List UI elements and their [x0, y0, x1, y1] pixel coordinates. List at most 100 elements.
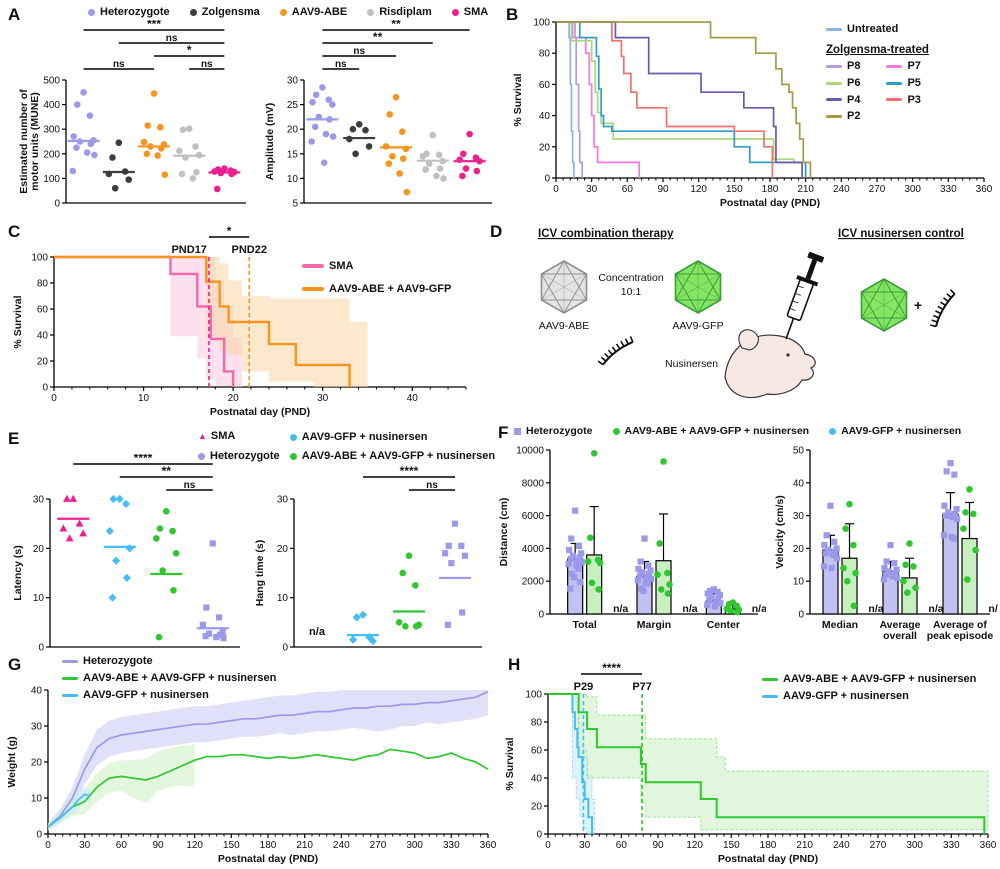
- svg-text:Postnatal day (PND): Postnatal day (PND): [720, 197, 820, 209]
- svg-text:% Survival: % Survival: [12, 295, 24, 348]
- legend-item: AAV9-GFP + nusinersen: [829, 424, 961, 438]
- line-marker-icon: [826, 27, 842, 31]
- svg-text:ns: ns: [353, 46, 365, 57]
- svg-text:n/a: n/a: [868, 603, 883, 615]
- zolgensma-survival-chart: 0 20 40 60 80 100 0 30 60 90 120 150 180 210 240 270 300…: [512, 18, 993, 210]
- svg-text:240: 240: [833, 840, 850, 851]
- svg-text:Nusinersen: Nusinersen: [665, 358, 718, 370]
- legend-label: SMA: [210, 430, 236, 442]
- svg-text:50: 50: [793, 446, 805, 457]
- dot-marker-icon: [612, 427, 620, 435]
- svg-text:0: 0: [536, 830, 542, 841]
- svg-text:**: **: [373, 30, 383, 44]
- thickline-marker-icon: [302, 264, 324, 269]
- svg-text:0: 0: [553, 184, 559, 195]
- svg-text:20: 20: [33, 544, 45, 555]
- square-marker-icon: [514, 427, 521, 435]
- line-marker-icon: [62, 676, 78, 680]
- panel-e: E ▲ SMA AAV9-GFP + nusinersen Heterozygote A…: [2, 418, 495, 654]
- svg-text:Hang time (s): Hang time (s): [254, 540, 266, 607]
- panel-h-legend: AAV9-ABE + AAV9-GFP + nusinersen AAV9-GFP…: [762, 672, 976, 704]
- legend-item: AAV9-GFP + nusinersen: [289, 430, 495, 445]
- svg-text:150: 150: [726, 184, 743, 195]
- legend-label: Risdiplam: [379, 6, 432, 18]
- legend-item: P7: [886, 59, 921, 74]
- legend-item: P2: [826, 109, 860, 124]
- svg-text:40: 40: [539, 111, 551, 122]
- svg-text:ns: ns: [201, 59, 213, 70]
- legend-item: AAV9-ABE + AAV9-GFP: [302, 282, 451, 297]
- svg-text:Weight (g): Weight (g): [6, 736, 18, 787]
- svg-text:Amplitude (mV): Amplitude (mV): [264, 103, 276, 181]
- svg-text:10000: 10000: [516, 446, 544, 457]
- svg-text:ICV nusinersen control: ICV nusinersen control: [838, 228, 964, 240]
- svg-text:180: 180: [762, 184, 779, 195]
- svg-text:270: 270: [370, 840, 387, 851]
- svg-text:30: 30: [31, 722, 43, 733]
- svg-text:n/a: n/a: [928, 603, 943, 615]
- legend-label: Heterozygote: [210, 449, 280, 462]
- line-marker-icon: [62, 693, 78, 697]
- svg-text:360: 360: [976, 184, 993, 195]
- legend-item: AAV9-ABE + AAV9-GFP + nusinersen: [762, 672, 976, 687]
- svg-text:30: 30: [287, 76, 299, 87]
- svg-text:400: 400: [43, 100, 60, 111]
- zolgensma-treated-header: Zolgensma-treated: [826, 43, 929, 56]
- panel-e-letter: E: [8, 429, 20, 448]
- legend-item: AAV9-GFP + nusinersen: [62, 688, 209, 703]
- svg-text:10: 10: [33, 593, 45, 604]
- legend-item: P3: [886, 93, 921, 108]
- svg-text:210: 210: [796, 840, 813, 851]
- legend-item: P8: [826, 59, 860, 74]
- abe-gfp-survival-chart: 0 20 40 60 80 100 0 10 20 30 40 Postnatal day (PND)…: [12, 224, 467, 418]
- svg-text:20: 20: [31, 758, 43, 769]
- svg-text:n/a: n/a: [309, 626, 326, 638]
- weight-line-chart: 0 10 20 30 40 0 30 60 90 120 150 180 210 240 270 300 330…: [6, 686, 497, 866]
- svg-text:Median: Median: [822, 619, 858, 631]
- legend-item: P6: [826, 76, 860, 91]
- legend-label: P7: [907, 59, 921, 72]
- svg-text:Velocity (cm/s): Velocity (cm/s): [774, 495, 786, 569]
- dot-marker-icon: [367, 8, 375, 16]
- svg-text:300: 300: [406, 840, 423, 851]
- svg-text:P29: P29: [574, 681, 594, 693]
- svg-text:30: 30: [277, 495, 289, 506]
- svg-text:10:1: 10:1: [621, 286, 642, 298]
- legend-item: Heterozygote: [88, 5, 170, 20]
- svg-text:330: 330: [940, 184, 957, 195]
- svg-text:****: ****: [134, 454, 153, 465]
- svg-text:30: 30: [33, 495, 45, 506]
- legend-label: AAV9-GFP + nusinersen: [83, 688, 209, 701]
- panel-f-legend: Heterozygote AAV9-ABE + AAV9-GFP + nusine…: [514, 424, 961, 438]
- svg-text:AAV9-GFP: AAV9-GFP: [672, 320, 723, 332]
- svg-text:n/a: n/a: [682, 603, 697, 615]
- legend-label: Heterozygote: [83, 655, 153, 667]
- svg-text:100: 100: [31, 253, 48, 264]
- untreated-legend: Untreated: [826, 22, 929, 37]
- line-marker-icon: [762, 677, 778, 681]
- dot-marker-icon: [289, 433, 297, 441]
- svg-text:20: 20: [287, 125, 299, 136]
- legend-label: SMA: [463, 6, 489, 18]
- panel-d: D ICV combination therapy ICV nusinersen …: [480, 215, 1000, 418]
- legend-label: AAV9-ABE: [291, 6, 348, 18]
- svg-text:% Survival: % Survival: [512, 73, 524, 126]
- legend-label: P5: [907, 76, 921, 89]
- legend-item: Untreated: [826, 22, 898, 37]
- svg-text:0: 0: [51, 393, 57, 404]
- svg-text:ns: ns: [335, 59, 347, 70]
- svg-text:6000: 6000: [522, 511, 545, 522]
- svg-text:60: 60: [37, 305, 49, 316]
- svg-text:60: 60: [622, 184, 634, 195]
- svg-text:0: 0: [282, 643, 288, 654]
- svg-text:300: 300: [904, 184, 921, 195]
- svg-text:0: 0: [538, 610, 544, 621]
- panel-a: A Heterozygote Zolgensma AAV9-ABE Risdiplam…: [2, 2, 500, 215]
- svg-text:+: +: [914, 297, 922, 313]
- panel-g-letter: G: [8, 655, 22, 674]
- legend-label: AAV9-ABE + AAV9-GFP + nusinersen: [783, 673, 977, 685]
- line-marker-icon: [826, 115, 842, 119]
- svg-text:AAV9-ABE: AAV9-ABE: [539, 320, 590, 332]
- legend-item: P4: [826, 93, 860, 108]
- panel-b-letter: B: [506, 5, 519, 24]
